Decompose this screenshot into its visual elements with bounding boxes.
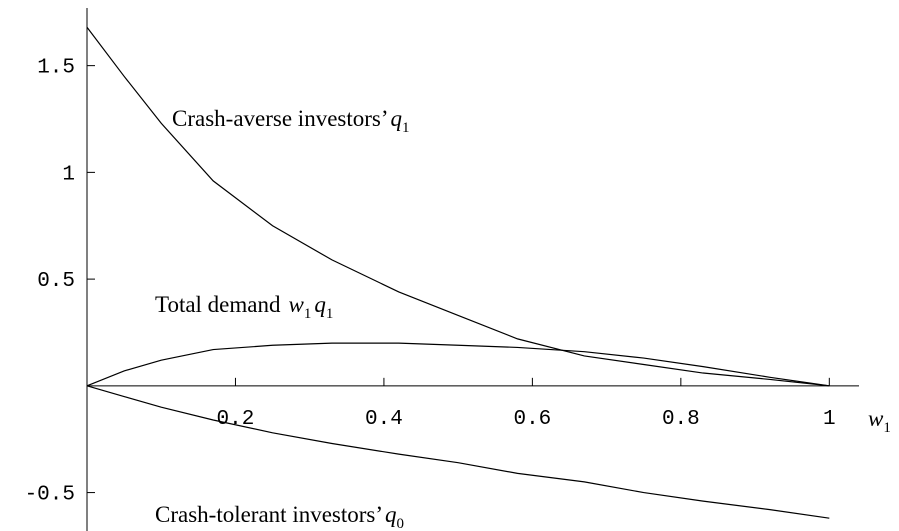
label-var: q xyxy=(314,292,326,317)
label-name: Total demand xyxy=(155,292,281,317)
label-name: Crash-tolerant investors’ xyxy=(155,502,383,527)
label-name: Crash-averse investors’ xyxy=(172,106,389,131)
label-sub: 1 xyxy=(402,120,410,136)
line xyxy=(86,342,830,387)
x-tick-label: 0.2 xyxy=(217,408,255,431)
line xyxy=(86,26,830,387)
y-tick-label: 0.5 xyxy=(37,270,75,293)
label-var: q xyxy=(385,502,397,527)
line xyxy=(86,385,830,519)
label-sub: 1 xyxy=(304,306,312,322)
y-tick-label: -0.5 xyxy=(25,484,75,507)
label-var: q xyxy=(391,106,403,131)
label-var: w xyxy=(289,292,305,317)
label-var: w xyxy=(868,406,884,431)
x-axis-label: w1 xyxy=(868,406,891,436)
series-label: Crash-tolerant investors’q0 xyxy=(155,502,404,531)
label-sub: 1 xyxy=(883,420,891,436)
series-label: Crash-averse investors’q1 xyxy=(172,106,410,136)
x-tick-label: 0.6 xyxy=(513,408,551,431)
series-label: Total demand w1 q1 xyxy=(155,292,333,322)
y-tick-label: 1 xyxy=(62,163,75,186)
label-sub: 0 xyxy=(397,516,405,531)
label-sub: 1 xyxy=(326,306,334,322)
y-tick-label: 1.5 xyxy=(37,57,75,80)
x-tick-label: 0.8 xyxy=(662,408,700,431)
x-tick-label: 1 xyxy=(823,408,836,431)
x-tick-label: 0.4 xyxy=(365,408,403,431)
